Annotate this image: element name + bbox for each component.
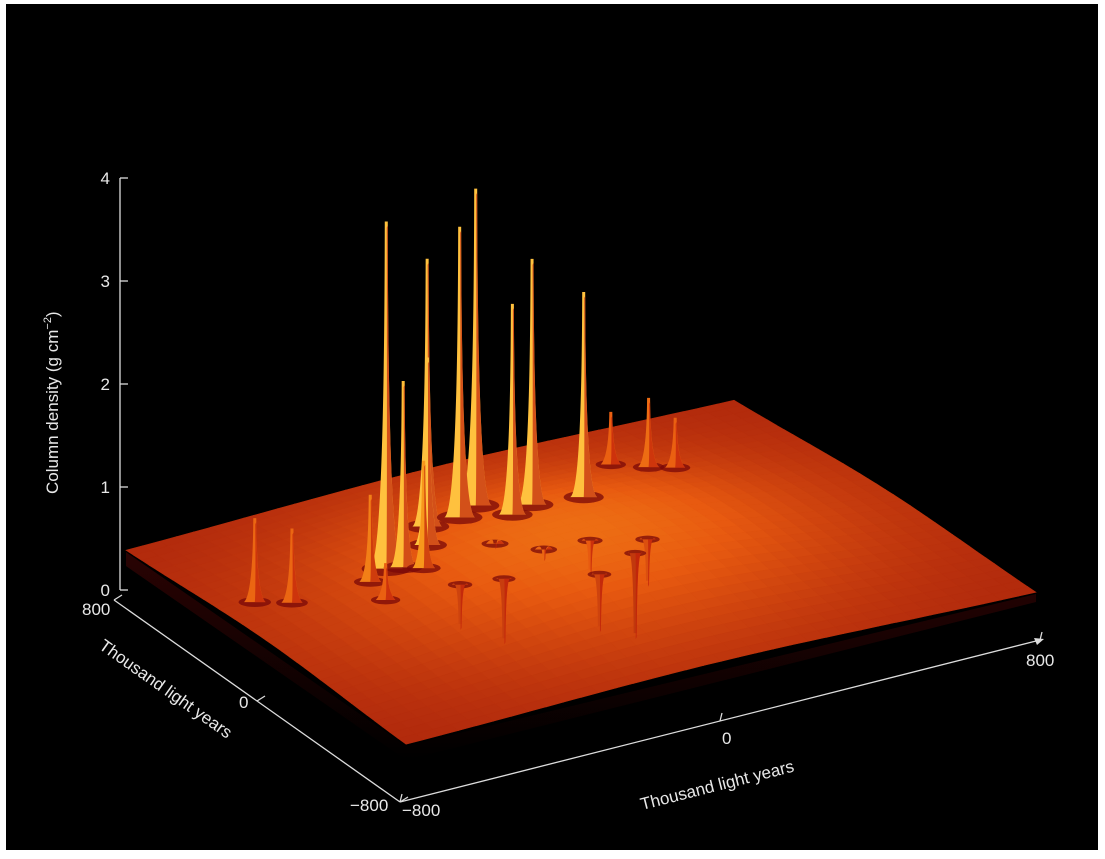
peak-spike [600, 411, 621, 465]
peak-spike [412, 460, 436, 569]
density-peak [587, 570, 612, 633]
peak-flank [610, 415, 621, 465]
density-peak [632, 397, 665, 472]
peak-spike [444, 226, 475, 518]
x-tick-mark [719, 712, 723, 722]
peak-spike [581, 539, 599, 570]
peak-flank [385, 567, 396, 600]
density-peak [563, 291, 604, 504]
peak-spike [627, 552, 643, 634]
peak-spike [375, 563, 396, 600]
peak-spike [281, 528, 303, 603]
peak-spike [638, 397, 660, 468]
density-peak [577, 536, 603, 576]
peak-flank [254, 522, 266, 603]
y-tick-label: 800 [82, 600, 110, 619]
y-tick-label: −800 [350, 796, 388, 815]
density-peak [370, 563, 401, 605]
peak-flank [460, 583, 469, 630]
peak-flank [403, 384, 417, 568]
density-peak [276, 528, 308, 608]
peak-flank [423, 464, 436, 569]
y-tick-mark [113, 594, 123, 601]
density-peak [595, 411, 626, 470]
x-axis-label: Thousand light years [638, 757, 796, 814]
peak-flank [370, 498, 382, 582]
peak-flank [647, 538, 656, 587]
peak-flank [532, 262, 547, 505]
peak-flank [427, 262, 442, 527]
peak-flank [512, 307, 526, 515]
x-axis-ticks: −800 0 800 [399, 631, 1054, 820]
z-axis-label: Column density (g cm−2) [42, 311, 62, 494]
peak-spike [498, 303, 526, 515]
density-peak [481, 539, 509, 550]
density-peak [238, 518, 271, 607]
peak-flank [475, 192, 492, 506]
peak-spike [570, 291, 598, 498]
peak-flank [291, 532, 303, 603]
density-peak [436, 226, 483, 525]
y-axis-ticks: 800 0 −800 [82, 594, 409, 815]
peak-flank [459, 230, 475, 518]
z-axis-ticks: 0 1 2 3 4 [101, 169, 128, 600]
y-tick-mark [256, 695, 266, 702]
x-tick-label: −800 [402, 801, 440, 820]
peak-flank [427, 361, 441, 545]
peak-spike [414, 357, 441, 545]
peak-spike [243, 518, 266, 603]
peak-spike [591, 573, 608, 627]
density-peak [635, 535, 660, 587]
density-peak [492, 303, 533, 521]
x-axis-arrow [1034, 638, 1044, 645]
x-tick-mark [399, 793, 403, 803]
peak-spike [639, 538, 656, 581]
peak-spike [459, 188, 492, 506]
peak-flank [495, 540, 505, 550]
density-peak [530, 545, 558, 562]
density-peak [624, 549, 647, 640]
density-peak [660, 417, 691, 473]
density-peak [406, 460, 441, 574]
density-peaks [238, 188, 691, 645]
z-tick-label: 3 [101, 272, 110, 291]
peak-spike [369, 221, 403, 569]
x-tick-label: 800 [1026, 651, 1054, 670]
peak-spike [390, 380, 417, 568]
peak-flank [648, 401, 660, 468]
density-peak [492, 575, 516, 645]
z-tick-label: 0 [101, 581, 110, 600]
y-axis-label: Thousand light years [96, 636, 236, 743]
density-peak [447, 581, 473, 630]
peak-base-shadow [481, 539, 509, 548]
surface-cell [1009, 586, 1037, 597]
peak-spike [496, 577, 512, 639]
peak-flank [675, 421, 686, 468]
peak-spike [359, 494, 382, 582]
peak-flank [503, 577, 512, 645]
z-tick-label: 4 [101, 169, 110, 188]
peak-flank [543, 547, 553, 562]
peak-spike [665, 417, 686, 468]
y-tick-label: 0 [239, 693, 248, 712]
density-peak [353, 494, 387, 587]
z-tick-label: 1 [101, 478, 110, 497]
peak-flank [583, 295, 598, 498]
peak-flank [590, 539, 599, 576]
peak-spike [451, 583, 469, 624]
peak-flank [599, 573, 608, 633]
z-tick-label: 2 [101, 375, 110, 394]
peak-flank [386, 225, 403, 569]
peak-flank [635, 552, 643, 640]
x-tick-mark [1039, 631, 1043, 641]
x-tick-label: 0 [722, 729, 731, 748]
peak-spike [517, 258, 547, 505]
